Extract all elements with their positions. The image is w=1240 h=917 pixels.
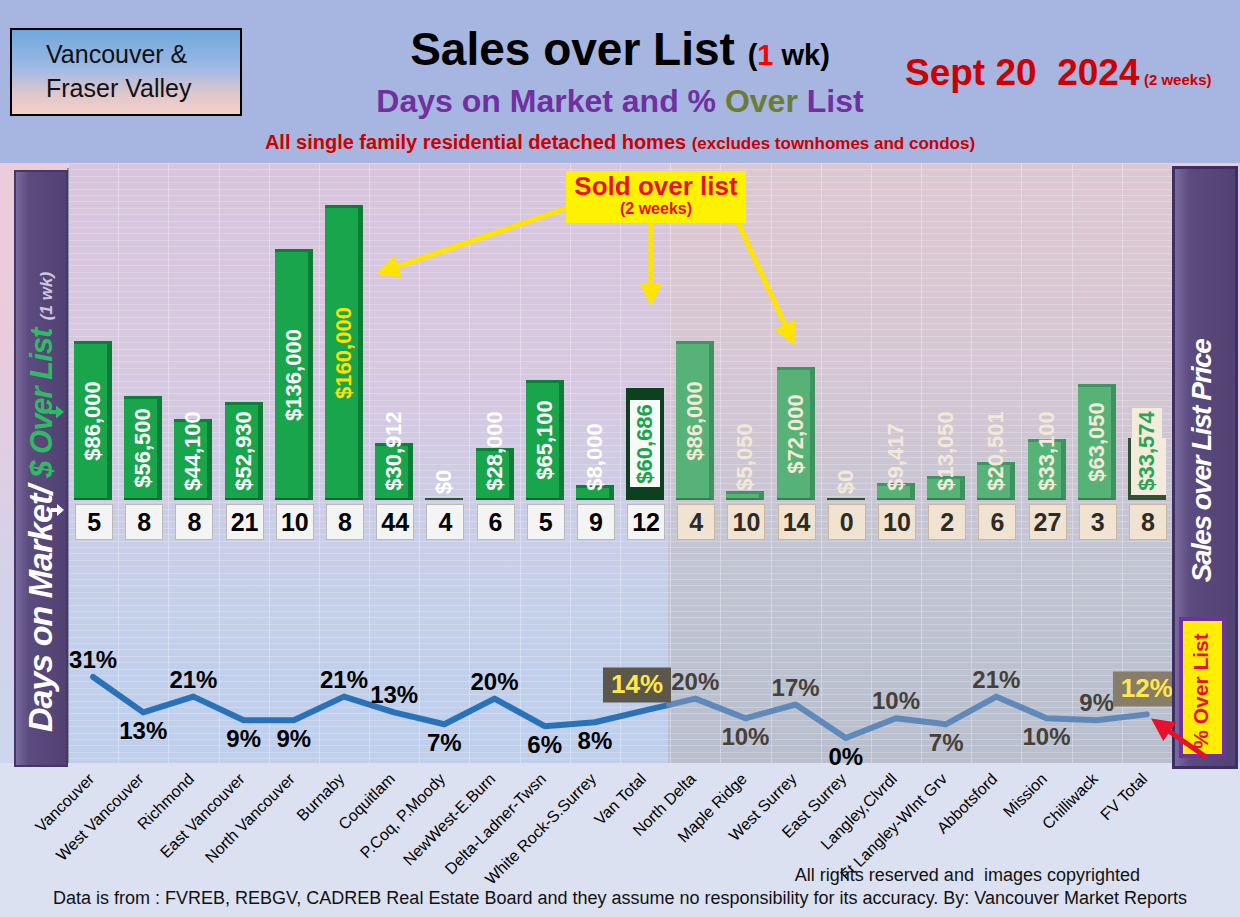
pct-total-badge: 14% bbox=[603, 668, 671, 703]
zero-bar-East Surrey bbox=[827, 498, 865, 500]
infographic-canvas: 588211084446591241014010262738 $86,00031… bbox=[0, 0, 1240, 917]
bar-value-label: $86,000 bbox=[682, 381, 708, 461]
pct-over-list-value: 10% bbox=[872, 687, 920, 715]
days-on-market-value: 2 bbox=[928, 504, 966, 540]
days-on-market-value: 21 bbox=[226, 504, 264, 540]
bar-Maple Ridge bbox=[726, 491, 764, 500]
bar-value-label: $30,912 bbox=[381, 412, 407, 492]
bar-value-label: $8,000 bbox=[582, 424, 608, 491]
bar-value-label: $160,000 bbox=[331, 307, 357, 399]
pct-over-list-value: 7% bbox=[929, 729, 964, 757]
bar-value-label: $0 bbox=[833, 470, 859, 494]
pct-over-list-value: 17% bbox=[772, 674, 820, 702]
pct-over-list-value: 10% bbox=[1022, 723, 1070, 751]
bar-value-label: $86,000 bbox=[80, 381, 106, 461]
days-on-market-value: 3 bbox=[1079, 504, 1117, 540]
bar-value-label: $20,501 bbox=[983, 412, 1009, 492]
pct-over-list-box: % Over List bbox=[1179, 617, 1226, 758]
pct-over-list-value: 21% bbox=[320, 666, 368, 694]
bar-value-label: $65,100 bbox=[532, 400, 558, 480]
days-on-market-value: 4 bbox=[426, 504, 464, 540]
bar-value-label: $63,050 bbox=[1084, 402, 1110, 482]
pct-over-list-value: 21% bbox=[972, 666, 1020, 694]
rights-note: All rights reserved and images copyright… bbox=[0, 865, 1140, 886]
bar-value-label: $5,050 bbox=[732, 424, 758, 491]
days-on-market-value: 8 bbox=[175, 504, 213, 540]
bar-value-label: $136,000 bbox=[281, 329, 307, 421]
pct-over-list-value: 20% bbox=[470, 668, 518, 696]
white-axis-arrow-icon bbox=[50, 503, 65, 517]
condition-line: All single family residential detached h… bbox=[0, 131, 1240, 154]
pct-over-list-value: 13% bbox=[119, 717, 167, 745]
bar-value-label: $56,500 bbox=[130, 408, 156, 488]
pct-over-list-value: 31% bbox=[69, 646, 117, 674]
days-on-market-value: 10 bbox=[276, 504, 314, 540]
pct-over-list-value: 7% bbox=[427, 729, 462, 757]
days-on-market-value: 4 bbox=[677, 504, 715, 540]
green-axis-arrow-icon bbox=[48, 404, 66, 420]
bar-value-label: $52,930 bbox=[231, 411, 257, 491]
pct-total-badge: 12% bbox=[1113, 672, 1181, 707]
left-axis-sidebar: Days on Market/ $ Over List (1 wk) bbox=[14, 170, 68, 767]
pct-over-list-value: 10% bbox=[721, 723, 769, 751]
right-axis-title: Sales over List Price bbox=[1186, 340, 1218, 582]
days-on-market-value: 27 bbox=[1029, 504, 1067, 540]
pct-over-list-value: 20% bbox=[671, 668, 719, 696]
pct-over-list-value: 0% bbox=[828, 743, 863, 771]
days-on-market-value: 5 bbox=[527, 504, 565, 540]
days-on-market-value: 10 bbox=[878, 504, 916, 540]
pct-over-list-label: % Over List bbox=[1189, 633, 1213, 749]
pct-over-list-value: 13% bbox=[370, 681, 418, 709]
bar-value-label: $44,100 bbox=[180, 412, 206, 492]
days-on-market-value: 6 bbox=[477, 504, 515, 540]
sold-over-list-callout: Sold over list (2 weeks) bbox=[566, 171, 746, 223]
left-axis-title: Days on Market/ $ Over List (1 wk) bbox=[21, 272, 60, 732]
bar-value-label: $9,417 bbox=[883, 424, 909, 491]
bar-value-label: $33,100 bbox=[1034, 412, 1060, 492]
bar-value-label: $60,686 bbox=[632, 404, 658, 484]
days-on-market-value: 14 bbox=[778, 504, 816, 540]
days-on-market-value: 8 bbox=[1129, 504, 1167, 540]
bar-value-label: $0 bbox=[431, 470, 457, 494]
pct-over-list-value: 9% bbox=[1079, 689, 1114, 717]
days-on-market-value: 0 bbox=[828, 504, 866, 540]
zero-bar-P.Coq, P.Moody bbox=[425, 498, 463, 500]
pct-over-list-value: 8% bbox=[578, 727, 613, 755]
days-on-market-value: 12 bbox=[627, 504, 665, 540]
pct-over-list-value: 21% bbox=[169, 666, 217, 694]
bar-value-label: $72,000 bbox=[783, 394, 809, 474]
days-on-market-value: 8 bbox=[125, 504, 163, 540]
source-note: Data is from : FVREB, REBGV, CADREB Real… bbox=[0, 888, 1240, 909]
report-date: Sept 20 2024 (2 weeks) bbox=[905, 52, 1240, 94]
days-on-market-value: 10 bbox=[727, 504, 765, 540]
days-on-market-value: 8 bbox=[326, 504, 364, 540]
pct-over-list-value: 9% bbox=[276, 725, 311, 753]
pct-over-list-value: 6% bbox=[527, 731, 562, 759]
bar-value-label: $28,000 bbox=[482, 412, 508, 492]
days-on-market-value: 44 bbox=[376, 504, 414, 540]
bar-value-label: $33,574 bbox=[1134, 411, 1160, 491]
days-on-market-value: 9 bbox=[577, 504, 615, 540]
days-on-market-value: 5 bbox=[75, 504, 113, 540]
pct-over-list-value: 9% bbox=[226, 725, 261, 753]
days-on-market-value: 6 bbox=[978, 504, 1016, 540]
bar-value-label: $13,050 bbox=[933, 412, 959, 492]
